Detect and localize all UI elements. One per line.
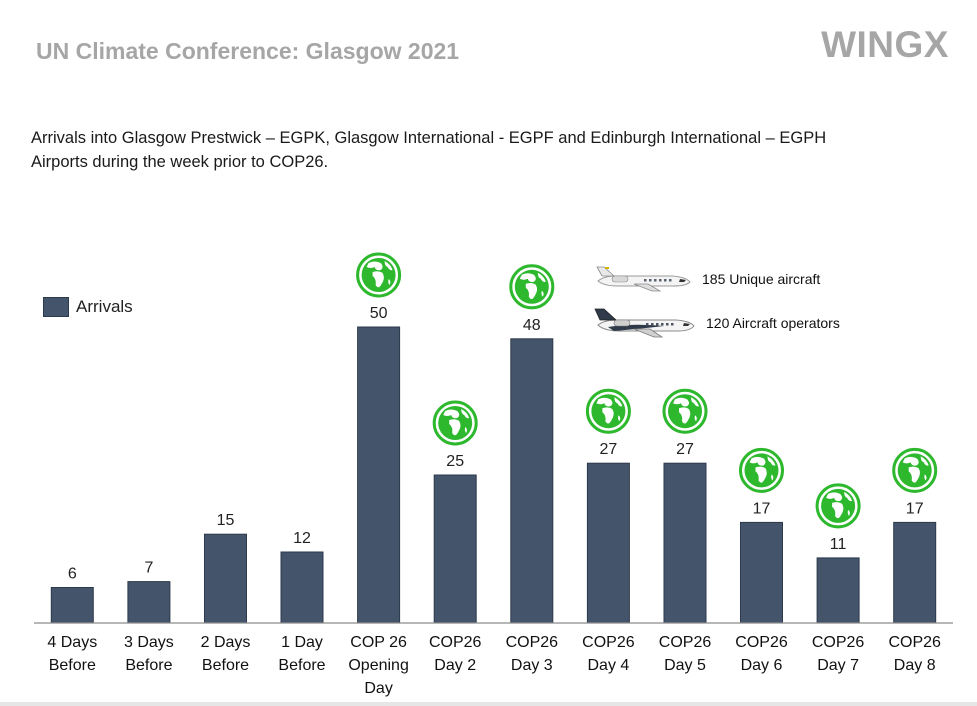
x-tick-label-line: Day 8: [894, 657, 936, 674]
x-tick-label: COP26 Day 7: [812, 634, 865, 674]
subtitle-line-2: Airports during the week prior to COP26.: [31, 153, 329, 171]
wingx-logo: WINGX: [821, 24, 949, 65]
x-tick-label-line: Before: [49, 657, 96, 674]
x-tick-label-line: Day 2: [434, 657, 476, 674]
x-tick-label-line: COP26: [506, 634, 559, 651]
x-tick-label: 4 Days Before: [47, 634, 97, 674]
data-label: 50: [370, 305, 388, 322]
data-label: 6: [68, 566, 77, 583]
x-tick-label: COP26 Day 2: [429, 634, 482, 674]
data-label: 48: [523, 317, 541, 334]
x-tick-label: COP 26 Opening Day: [348, 634, 409, 697]
data-label: 25: [446, 453, 464, 470]
legend-label: Arrivals: [76, 297, 133, 316]
x-tick-label-line: 3 Days: [124, 634, 174, 651]
data-label: 15: [217, 512, 235, 529]
globe-icon: [739, 447, 784, 493]
x-tick-label-line: COP26: [812, 634, 865, 651]
bar: [816, 557, 860, 624]
data-label: 11: [830, 536, 847, 553]
unique-aircraft-label: 185 Unique aircraft: [702, 271, 821, 287]
x-tick-label-line: Day 5: [664, 657, 706, 674]
data-label: 27: [676, 441, 694, 458]
x-tick-label: COP26 Day 8: [888, 634, 941, 674]
x-tick-label-line: Before: [125, 657, 172, 674]
globe-icon: [892, 447, 938, 493]
x-tick-label: COP26 Day 6: [735, 634, 788, 674]
x-tick-label: 2 Days Before: [201, 634, 251, 674]
data-label: 27: [600, 441, 618, 458]
bar: [280, 551, 324, 624]
x-tick-label: COP26 Day 4: [582, 634, 635, 674]
business-jet-icon: [594, 308, 695, 338]
bottom-strip: [0, 702, 977, 706]
data-label: 17: [906, 500, 924, 517]
bar: [740, 521, 783, 624]
data-label: 17: [753, 500, 771, 517]
data-label: 12: [293, 530, 311, 547]
subtitle-line-1: Arrivals into Glasgow Prestwick – EGPK, …: [31, 129, 827, 147]
x-tick-label-line: Opening: [348, 657, 409, 674]
x-tick-label: COP26 Day 3: [506, 634, 559, 674]
x-tick-label-line: Day 7: [817, 657, 859, 674]
data-label: 7: [144, 560, 153, 577]
aircraft-operators-label: 120 Aircraft operators: [706, 315, 840, 331]
x-tick-label-line: Day: [364, 680, 392, 697]
bar: [893, 521, 937, 624]
globe-icon: [356, 252, 402, 298]
unique-aircraft-stat: 185 Unique aircraft: [594, 264, 820, 294]
x-tick-label-line: COP26: [659, 634, 712, 651]
bar: [663, 462, 707, 624]
bar: [357, 326, 401, 624]
bar: [510, 338, 554, 624]
x-tick-label-line: Before: [202, 657, 249, 674]
x-tick-label-line: COP26: [429, 634, 482, 651]
globe-icon: [662, 388, 708, 434]
bar: [433, 474, 477, 624]
x-tick-label-line: 1 Day: [281, 634, 323, 651]
x-tick-label-line: Day 6: [741, 657, 783, 674]
aircraft-operators-stat: 120 Aircraft operators: [594, 307, 840, 339]
x-tick-label: 3 Days Before: [124, 634, 174, 674]
globe-icon: [509, 264, 555, 310]
x-tick-label-line: COP26: [582, 634, 635, 651]
x-tick-label-line: COP26: [888, 634, 941, 651]
x-tick-label: 1 Day Before: [278, 634, 325, 674]
business-jet-icon: [596, 266, 691, 292]
chart-legend: Arrivals: [43, 297, 133, 317]
x-tick-label-line: COP 26: [350, 634, 407, 651]
globe-icon: [432, 400, 478, 446]
x-tick-label-line: COP26: [735, 634, 788, 651]
x-tick-label-line: 4 Days: [47, 634, 97, 651]
slide-title: UN Climate Conference: Glasgow 2021: [36, 38, 460, 64]
globe-icon: [585, 388, 631, 434]
x-tick-label: COP26 Day 5: [659, 634, 712, 674]
x-tick-label-line: Day 4: [588, 657, 630, 674]
x-tick-label-line: Day 3: [511, 657, 553, 674]
bar: [50, 587, 94, 624]
bar: [127, 581, 171, 624]
globe-icon: [815, 483, 861, 529]
x-tick-label-line: Before: [278, 657, 325, 674]
chart-subtitle: Arrivals into Glasgow Prestwick – EGPK, …: [31, 126, 931, 174]
bars-layer: 6 4 Days Before 7 3 Days Before 15 2 Days Before…: [47, 252, 941, 697]
x-tick-label-line: 2 Days: [201, 634, 251, 651]
bar: [586, 462, 630, 624]
legend-swatch: [43, 297, 69, 317]
bar: [204, 533, 247, 624]
